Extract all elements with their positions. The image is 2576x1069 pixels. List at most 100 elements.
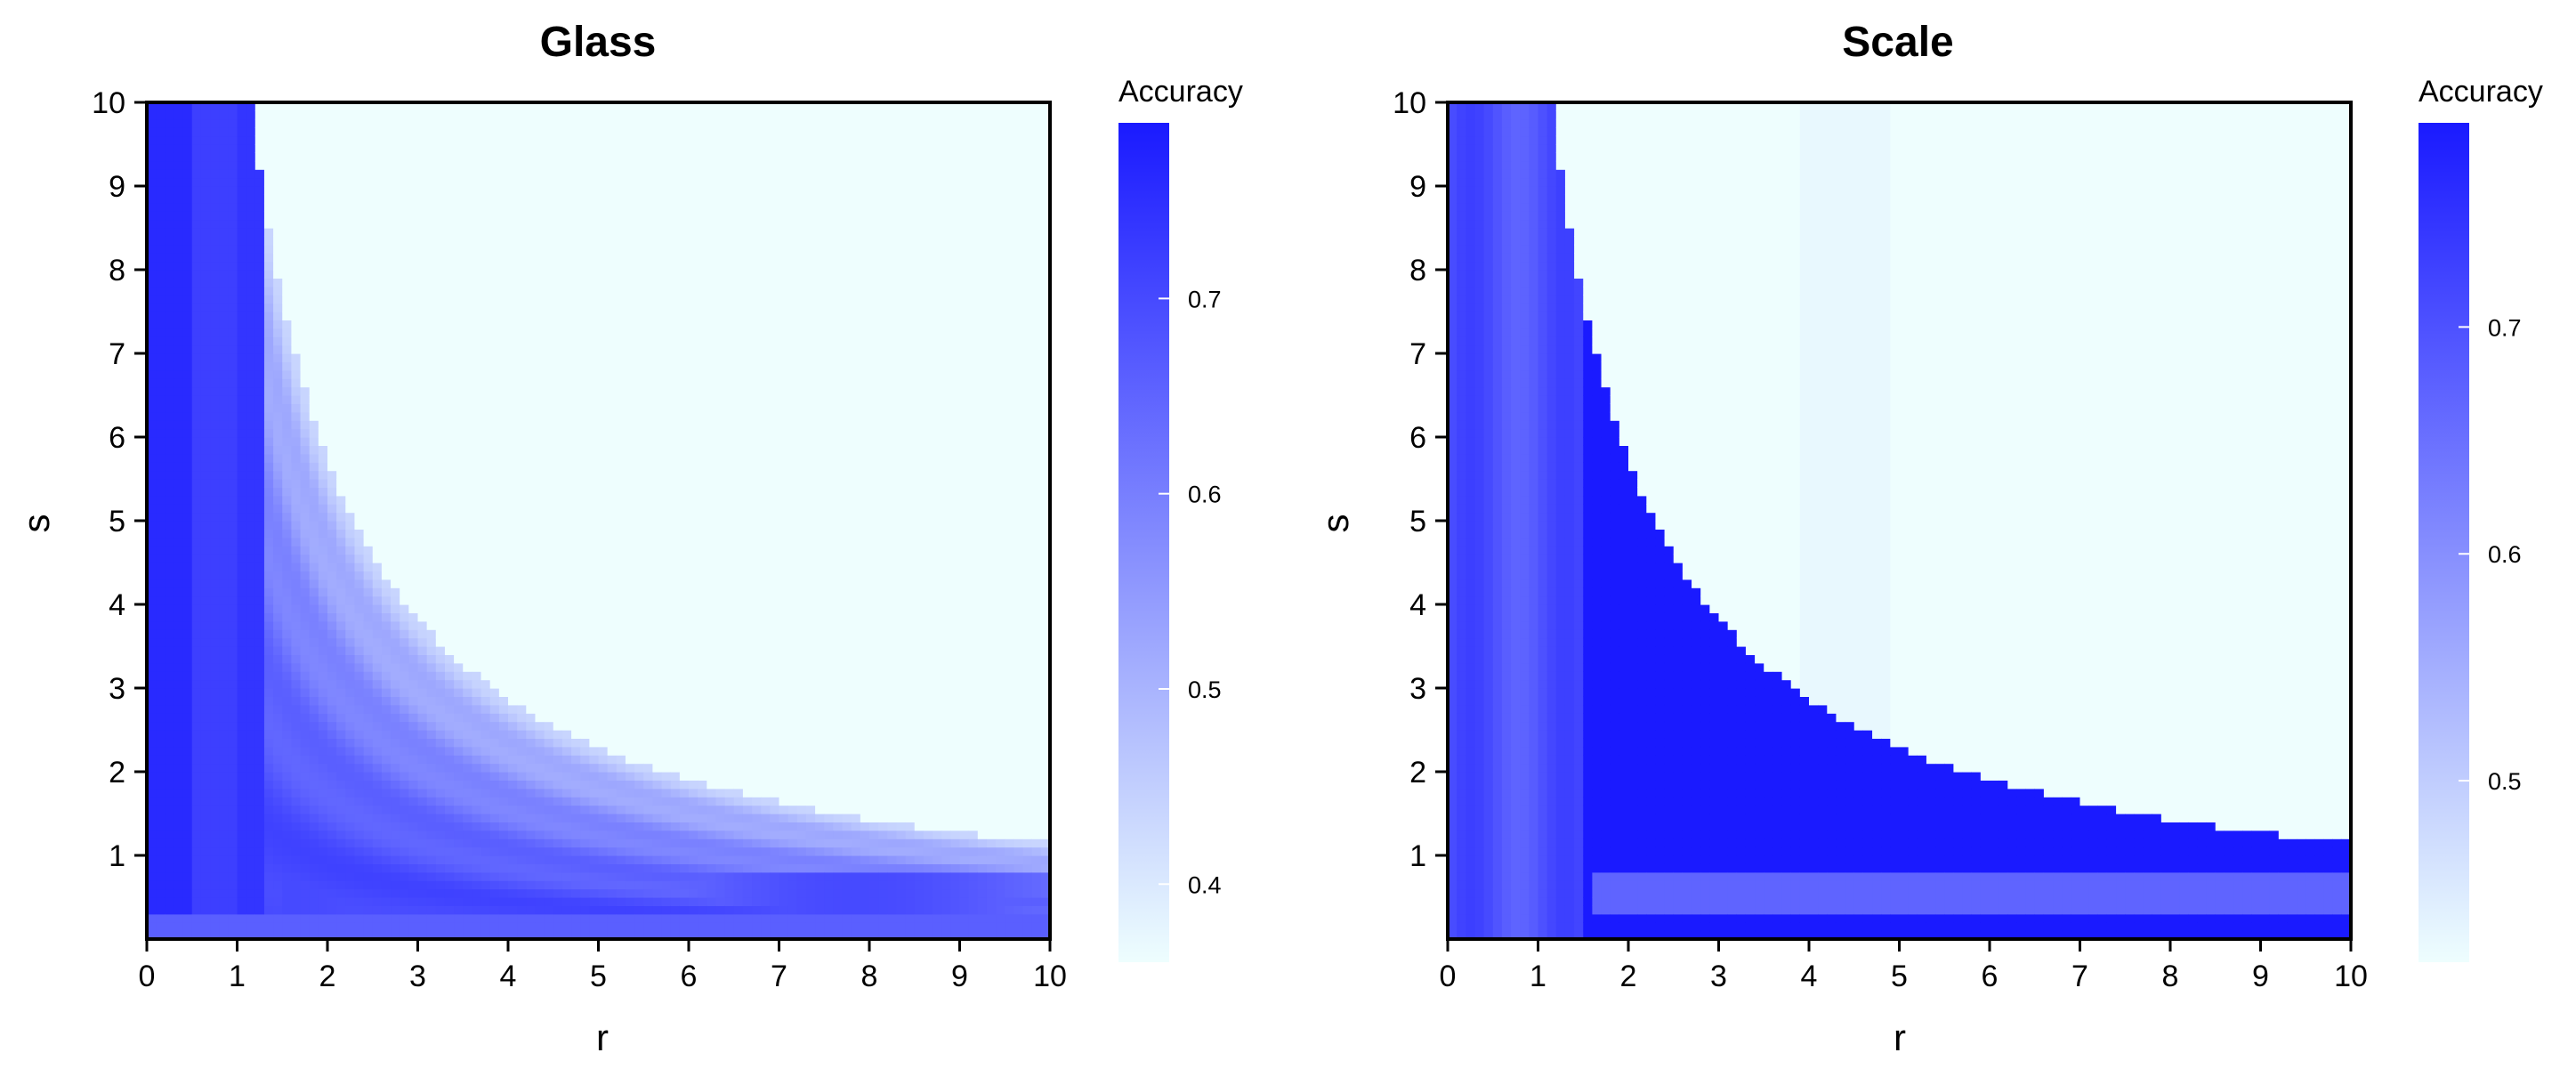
heatmap-cell <box>345 202 356 212</box>
heatmap-cell <box>426 814 437 822</box>
heatmap-cell <box>354 922 365 932</box>
heatmap-cell <box>174 228 184 237</box>
heatmap-cell <box>526 688 537 697</box>
heatmap-cell <box>327 704 337 714</box>
heatmap-cell <box>381 797 392 806</box>
heatmap-cell <box>363 386 374 396</box>
heatmap-cell <box>219 411 229 421</box>
heatmap-cell <box>210 863 220 873</box>
heatmap-cell <box>526 830 537 839</box>
heatmap-cell <box>156 620 166 630</box>
heatmap-cell <box>463 312 472 320</box>
heatmap-cell <box>435 361 446 371</box>
heatmap-cell <box>191 571 202 580</box>
heatmap-cell <box>200 219 211 229</box>
heatmap-cell <box>354 612 365 622</box>
heatmap-cell <box>219 620 229 630</box>
heatmap-cell <box>454 386 464 396</box>
heatmap-cell <box>489 554 500 563</box>
heatmap-cell <box>309 361 319 371</box>
heatmap-cell <box>273 437 283 446</box>
heatmap-cell <box>426 604 437 613</box>
heatmap-cell <box>463 320 472 329</box>
heatmap-cell <box>444 696 455 706</box>
heatmap-cell <box>480 537 491 547</box>
heatmap-cell <box>147 512 157 522</box>
heatmap-cell <box>273 563 283 571</box>
heatmap-cell <box>174 838 184 848</box>
heatmap-cell <box>174 671 184 681</box>
heatmap-cell <box>372 772 383 781</box>
heatmap-cell <box>561 320 572 329</box>
heatmap-cell <box>571 395 581 404</box>
heatmap-cell <box>535 595 545 605</box>
heatmap-cell <box>535 244 545 254</box>
heatmap-cell <box>426 671 437 681</box>
heatmap-cell <box>147 696 157 706</box>
heatmap-cell <box>589 244 600 254</box>
heatmap-cell <box>408 746 419 756</box>
heatmap-cell <box>498 420 509 430</box>
heatmap-cell <box>544 579 554 588</box>
heatmap-cell <box>517 445 527 455</box>
heatmap-cell <box>589 369 600 379</box>
heatmap-cell <box>498 671 509 681</box>
heatmap-cell <box>580 846 590 856</box>
heatmap-cell <box>200 270 211 279</box>
heatmap-cell <box>391 537 400 547</box>
heatmap-cell <box>435 118 446 128</box>
heatmap-cell <box>182 563 193 571</box>
heatmap-cell <box>165 922 175 932</box>
heatmap-cell <box>489 428 500 438</box>
heatmap-cell <box>156 253 166 263</box>
heatmap-cell <box>489 620 500 630</box>
heatmap-cell <box>174 453 184 463</box>
heatmap-cell <box>526 721 537 731</box>
heatmap-cell <box>237 637 247 647</box>
heatmap-cell <box>526 428 537 438</box>
heatmap-cell <box>526 579 537 588</box>
heatmap-cell <box>571 822 581 831</box>
heatmap-cell <box>463 880 472 890</box>
heatmap-cell <box>417 772 428 781</box>
heatmap-cell <box>147 369 157 379</box>
heatmap-cell <box>417 537 428 547</box>
heatmap-cell <box>219 913 229 923</box>
heatmap-cell <box>472 403 482 413</box>
heatmap-cell <box>246 144 256 153</box>
heatmap-cell <box>254 420 265 430</box>
heatmap-cell <box>372 763 383 773</box>
heatmap-cell <box>363 537 374 547</box>
heatmap-cell <box>472 846 482 856</box>
heatmap-cell <box>400 688 409 697</box>
heatmap-cell <box>489 537 500 547</box>
heatmap-cell <box>237 244 247 254</box>
heatmap-cell <box>156 395 166 404</box>
heatmap-cell <box>561 328 572 337</box>
heatmap-cell <box>309 411 319 421</box>
heatmap-cell <box>263 612 274 622</box>
heatmap-cell <box>508 746 518 756</box>
heatmap-cell <box>282 830 292 839</box>
heatmap-cell <box>508 871 518 881</box>
heatmap-cell <box>372 495 383 505</box>
heatmap-cell <box>408 579 419 588</box>
heatmap-cell <box>417 437 428 446</box>
heatmap-cell <box>480 479 491 488</box>
heatmap-cell <box>282 797 292 806</box>
heatmap-cell <box>517 487 527 497</box>
heatmap-cell <box>354 662 365 672</box>
heatmap-cell <box>147 913 157 923</box>
heatmap-cell <box>254 253 265 263</box>
heatmap-cell <box>254 563 265 571</box>
heatmap-cell <box>273 763 283 773</box>
heatmap-cell <box>309 855 319 864</box>
heatmap-cell <box>336 763 346 773</box>
heatmap-cell <box>426 445 437 455</box>
heatmap-cell <box>372 102 383 111</box>
heatmap-cell <box>417 261 428 271</box>
heatmap-cell <box>228 312 238 320</box>
heatmap-cell <box>391 110 400 120</box>
heatmap-cell <box>463 445 472 455</box>
heatmap-cell <box>417 587 428 597</box>
